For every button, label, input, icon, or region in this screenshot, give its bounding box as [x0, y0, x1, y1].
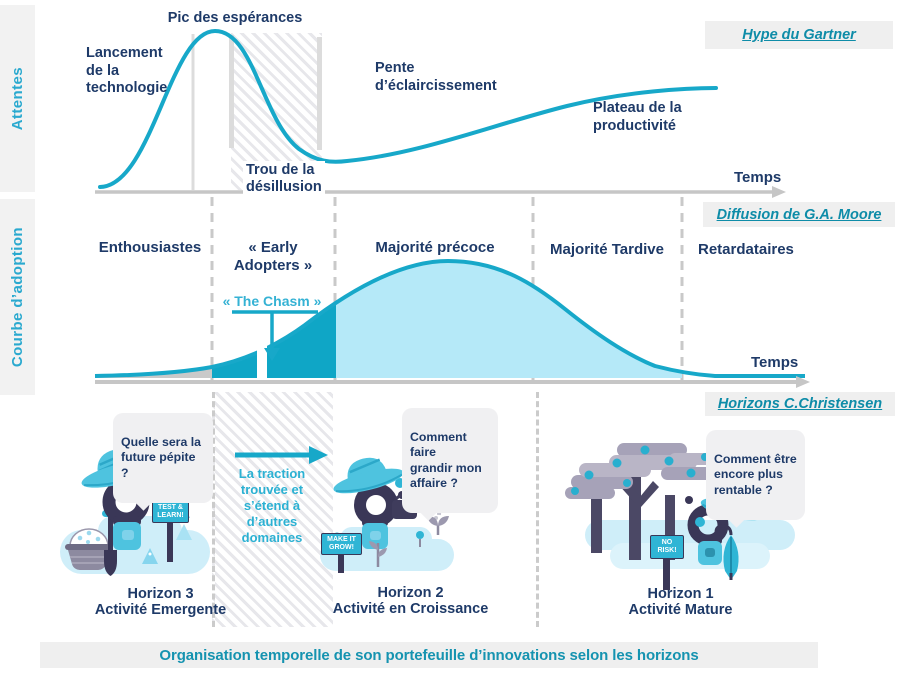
sun-hat-icon [333, 457, 404, 494]
moore-title-box: Diffusion de G.A. Moore [703, 202, 895, 227]
launch-label: Lancement de la technologie [86, 45, 168, 96]
gartner-title: Hype du Gartner [742, 27, 856, 43]
peak-label: Pic des espérances [167, 10, 303, 26]
sign-post [663, 558, 670, 590]
hype-curve [98, 28, 718, 189]
gartner-curve-chart [95, 28, 786, 198]
chasm-label: « The Chasm » [222, 293, 322, 309]
figure-apron [362, 517, 388, 549]
sidebar-attentes: Attentes [0, 5, 35, 192]
make-it-grow-sign: MAKE IT GROW! [321, 533, 362, 555]
christensen-title-box: Horizons C.Christensen [705, 392, 895, 416]
gartner-time-label: Temps [734, 169, 782, 186]
segment-early-adopters: « Early Adopters » [233, 239, 313, 274]
figure-apron [113, 516, 141, 550]
test-learn-sign: TEST & LEARN! [152, 501, 189, 523]
footer-caption: Organisation temporelle de son portefeui… [159, 646, 699, 664]
segment-majorite-tardive: Majorité Tardive [550, 241, 664, 258]
segment-enthousiastes: Enthousiastes [98, 239, 202, 256]
transition-hatch-band [212, 392, 333, 627]
horizon1-bubble-text: Comment être encore plus rentable ? [714, 451, 797, 497]
footer-caption-bar: Organisation temporelle de son portefeui… [40, 642, 818, 668]
sprout-icon [427, 516, 449, 535]
hatch-left-edge [229, 35, 234, 148]
sign-post [338, 553, 344, 573]
slope-label: Pente d’éclaircissement [375, 60, 497, 94]
transition-arrow [235, 446, 328, 464]
segment-retardataires: Retardataires [698, 241, 794, 258]
horizon-divider-line [536, 392, 539, 627]
figure-dot [695, 517, 705, 527]
hatch-right-edge [317, 37, 322, 150]
figure-dot [685, 496, 693, 504]
horizon3-bubble: Quelle sera la future pépite ? [113, 413, 213, 511]
no-risk-sign: NO RISK! [650, 535, 684, 559]
plateau-label: Plateau de la productivité [593, 100, 682, 134]
sign-post [167, 521, 173, 562]
bell-curve-right [267, 258, 805, 378]
umbrella-icon [714, 524, 739, 580]
majority-area [336, 261, 682, 378]
segment-majorite-precoce: Majorité précoce [375, 239, 495, 256]
horizon2-bubble-text: Comment faire grandir mon affaire ? [410, 429, 482, 491]
chasm-arrow [232, 310, 318, 348]
bell-curve-left [94, 350, 257, 378]
moore-time-label: Temps [751, 354, 799, 371]
gartner-title-box: Hype du Gartner [705, 21, 893, 49]
basket-icon [65, 528, 113, 571]
horizon2-label: Horizon 2 Activité en Croissance [332, 585, 489, 617]
horizon2-bubble: Comment faire grandir mon affaire ? [402, 408, 498, 521]
figure-body [354, 483, 398, 527]
chasm-arrowhead [264, 348, 280, 361]
sidebar-courbe-adoption: Courbe d’adoption [0, 199, 35, 395]
moore-curve-chart [94, 197, 810, 389]
leaf-drops [571, 445, 709, 495]
horizon3-bubble-text: Quelle sera la future pépite ? [121, 434, 201, 480]
time-axis-arrow [772, 186, 786, 198]
early-adopters-area-right [267, 302, 336, 378]
adoption-time-axis-arrow [796, 376, 810, 388]
christensen-title: Horizons C.Christensen [717, 396, 883, 412]
trough-label: Trou de la désillusion [243, 161, 325, 196]
moore-title: Diffusion de G.A. Moore [716, 206, 882, 223]
transition-note: La traction trouvée et s’étend à d’autre… [238, 466, 306, 545]
backpack-icon [698, 535, 722, 565]
horizon1-bubble: Comment être encore plus rentable ? [706, 430, 805, 528]
horizon1-label: Horizon 1 Activité Mature [628, 586, 733, 618]
horizon3-label: Horizon 3 Activité Emergente [94, 586, 227, 618]
horizon1-illustration [565, 443, 795, 580]
